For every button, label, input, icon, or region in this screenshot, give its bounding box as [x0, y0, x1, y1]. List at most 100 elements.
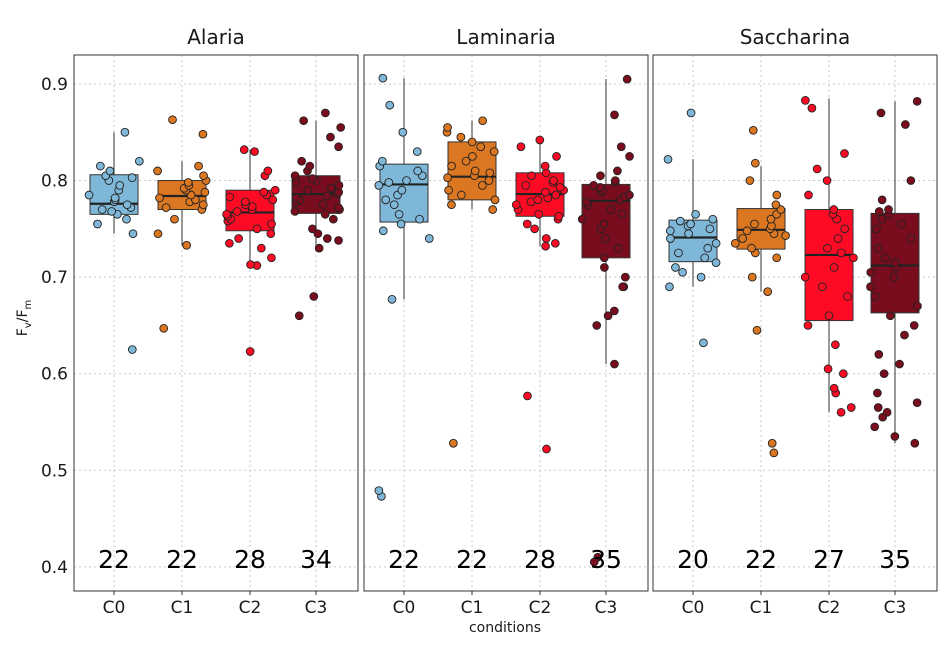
data-point — [263, 166, 273, 176]
panels-layer: Alaria 22 C0 22 C1 28 C2 34 C3 Laminaria 22 C0 22 C1 2… — [73, 25, 938, 618]
data-point — [396, 219, 406, 229]
data-point — [159, 323, 169, 333]
data-point — [485, 168, 495, 178]
data-point — [817, 282, 827, 292]
y-tick-label: 0.5 — [41, 461, 68, 481]
data-point — [200, 187, 210, 197]
data-point — [872, 224, 881, 234]
data-point — [97, 205, 107, 214]
data-point — [610, 110, 619, 120]
data-point — [745, 176, 755, 185]
data-point — [699, 338, 708, 348]
data-point — [305, 161, 315, 171]
data-point — [268, 195, 278, 205]
data-point — [742, 226, 752, 236]
data-point — [696, 272, 706, 282]
data-point — [589, 181, 598, 190]
panel-border — [652, 54, 938, 592]
data-point — [313, 229, 323, 239]
data-point — [833, 234, 843, 243]
data-point — [801, 96, 810, 105]
data-point — [467, 137, 477, 147]
count-label: 20 — [677, 545, 709, 574]
data-point — [413, 166, 423, 176]
data-point — [128, 229, 138, 239]
data-point — [766, 214, 776, 224]
data-point — [402, 176, 411, 185]
x-tick-label: C3 — [884, 598, 907, 618]
x-tick-label: C1 — [750, 598, 773, 618]
data-point — [831, 340, 840, 350]
data-point — [912, 97, 922, 106]
y-tick-label: 0.7 — [41, 268, 68, 288]
data-point — [592, 321, 602, 330]
data-point — [708, 214, 718, 224]
data-point — [625, 190, 634, 200]
data-point — [222, 210, 231, 219]
y-tick-label: 0.8 — [41, 172, 68, 192]
data-point — [906, 234, 916, 243]
data-point — [748, 125, 758, 135]
panel-alaria: Alaria 22 C0 22 C1 28 C2 34 C3 — [73, 25, 359, 618]
data-point — [691, 210, 700, 219]
data-point — [381, 195, 391, 205]
data-point — [309, 292, 319, 301]
x-tick-label: C0 — [103, 598, 126, 618]
x-tick-label: C3 — [595, 598, 618, 618]
data-point — [541, 234, 551, 243]
data-point — [490, 195, 500, 205]
data-point — [541, 187, 550, 197]
data-point — [256, 243, 266, 253]
data-point — [291, 193, 301, 203]
panel-grid — [74, 55, 358, 591]
data-point — [703, 243, 713, 253]
data-point — [618, 282, 627, 292]
panel-border — [73, 54, 359, 592]
data-point — [906, 176, 916, 185]
data-point — [772, 253, 782, 263]
data-point — [675, 216, 685, 226]
data-point — [829, 205, 839, 214]
data-point — [476, 142, 486, 152]
y-axis: 0.4 0.5 0.6 0.7 0.8 0.9 — [41, 75, 68, 578]
data-point — [622, 74, 632, 84]
data-point — [533, 195, 543, 205]
data-point — [84, 190, 94, 200]
box-group-c2: 28 — [222, 145, 280, 574]
y-tick-label: 0.9 — [41, 75, 68, 95]
data-point — [829, 263, 839, 272]
data-point — [290, 171, 300, 181]
data-point — [318, 200, 328, 210]
x-tick-label: C2 — [239, 598, 262, 618]
data-point — [110, 193, 120, 203]
data-point — [225, 238, 234, 248]
data-point — [530, 224, 539, 234]
data-point — [843, 292, 852, 301]
data-point — [387, 294, 397, 304]
data-point — [873, 403, 883, 412]
data-point — [374, 181, 384, 190]
data-point — [194, 161, 203, 171]
data-point — [829, 383, 839, 393]
box-group-c2: 28 — [511, 135, 569, 574]
count-label: 22 — [745, 545, 777, 574]
data-point — [320, 210, 330, 219]
data-point — [877, 195, 887, 205]
data-point — [234, 234, 243, 243]
panel-border — [363, 54, 649, 592]
data-point — [127, 173, 137, 183]
data-point — [153, 166, 162, 176]
count-label: 27 — [813, 545, 845, 574]
data-point — [609, 306, 619, 316]
data-point — [478, 181, 487, 190]
data-point — [461, 156, 471, 166]
data-point — [447, 161, 456, 171]
data-point — [877, 214, 887, 224]
x-tick-label: C1 — [461, 598, 484, 618]
data-point — [596, 171, 605, 181]
data-point — [870, 422, 880, 432]
count-label: 28 — [234, 545, 266, 574]
data-point — [322, 191, 332, 201]
data-point — [198, 129, 208, 139]
data-point — [876, 108, 886, 118]
